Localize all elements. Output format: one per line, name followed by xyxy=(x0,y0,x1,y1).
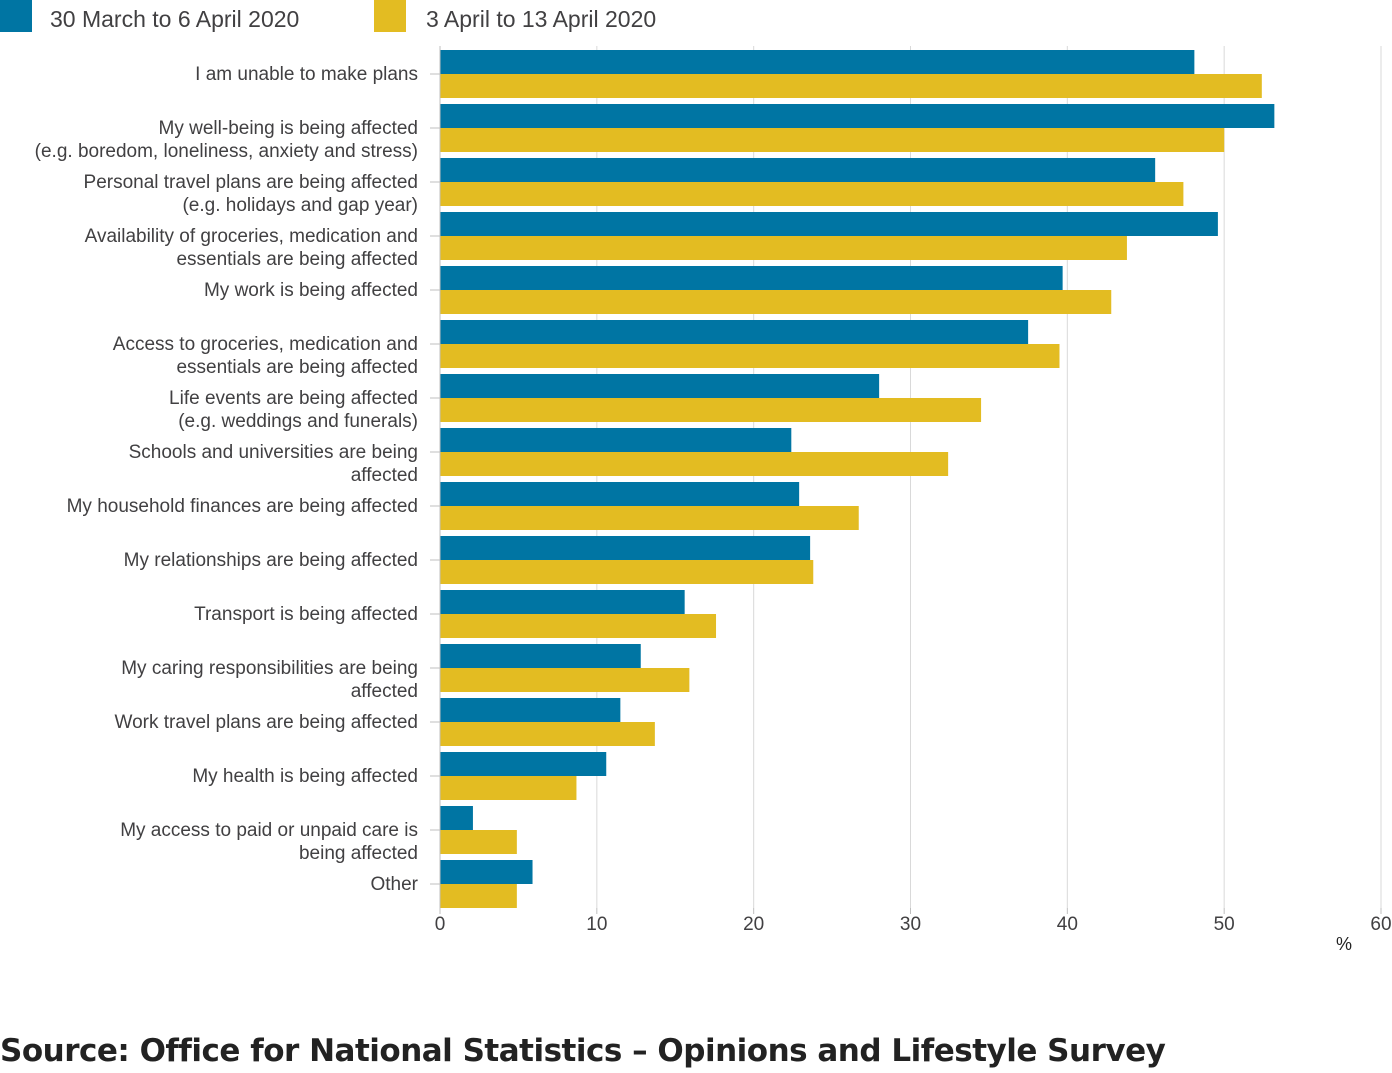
bar-series-1 xyxy=(440,104,1275,128)
y-category-label: I am unable to make plans xyxy=(195,64,418,85)
bar-series-1 xyxy=(440,590,685,614)
x-axis-label: % xyxy=(1336,934,1352,954)
x-tick-label: 30 xyxy=(900,914,921,935)
y-category-label: My health is being affected xyxy=(192,766,418,787)
source-note: Source: Office for National Statistics –… xyxy=(0,1033,1166,1069)
bar-series-2 xyxy=(440,344,1060,368)
y-category-label: My work is being affected xyxy=(204,280,418,301)
y-category-label: Life events are being affected (e.g. wedd… xyxy=(169,388,418,432)
bar-series-1 xyxy=(440,158,1156,182)
y-category-label: Access to groceries, medication and essen… xyxy=(113,334,418,378)
bar-series-2 xyxy=(440,830,517,854)
y-category-label: Other xyxy=(370,874,418,895)
y-category-label: Availability of groceries, medication an… xyxy=(85,226,418,270)
bar-series-1 xyxy=(440,266,1063,290)
bar-series-2 xyxy=(440,236,1127,260)
y-category-label: My caring responsibilities are being affe… xyxy=(121,658,418,702)
y-category-label: My access to paid or unpaid care is being… xyxy=(120,820,418,864)
bar-series-1 xyxy=(440,374,880,398)
bar-series-2 xyxy=(440,722,655,746)
y-category-label: Schools and universities are being affect… xyxy=(129,442,418,486)
bar-series-1 xyxy=(440,536,811,560)
bar-series-2 xyxy=(440,884,517,908)
bar-series-2 xyxy=(440,290,1112,314)
bar-series-2 xyxy=(440,398,982,422)
bar-series-1 xyxy=(440,644,641,668)
y-category-label: My relationships are being affected xyxy=(124,550,418,571)
bar-series-2 xyxy=(440,74,1262,98)
bar-series-1 xyxy=(440,50,1195,74)
bar-series-2 xyxy=(440,614,717,638)
y-category-label: My household finances are being affected xyxy=(67,496,418,517)
bar-series-2 xyxy=(440,128,1225,152)
bar-series-1 xyxy=(440,860,533,884)
bar-series-2 xyxy=(440,668,690,692)
x-tick-label: 20 xyxy=(743,914,764,935)
x-tick-label: 10 xyxy=(586,914,607,935)
y-category-label: Work travel plans are being affected xyxy=(115,712,418,733)
bar-series-1 xyxy=(440,320,1029,344)
x-tick-label: 40 xyxy=(1057,914,1078,935)
legend-swatch-series-1 xyxy=(0,0,32,32)
x-tick-label: 60 xyxy=(1370,914,1391,935)
bars xyxy=(440,50,1275,908)
bar-series-1 xyxy=(440,698,621,722)
x-tick-label: 0 xyxy=(435,914,446,935)
bar-series-2 xyxy=(440,182,1184,206)
legend-label-series-1: 30 March to 6 April 2020 xyxy=(50,6,300,32)
bar-series-1 xyxy=(440,482,800,506)
axes: 0 10 20 30 40 50 60% I am unable to make plans M… xyxy=(35,46,1392,954)
bar-series-1 xyxy=(440,752,607,776)
x-tick-label: 50 xyxy=(1214,914,1235,935)
bar-series-1 xyxy=(440,212,1218,236)
bar-series-2 xyxy=(440,506,859,530)
y-category-label: Transport is being affected xyxy=(194,604,418,625)
bar-series-1 xyxy=(440,428,792,452)
bar-series-2 xyxy=(440,776,577,800)
y-category-label: Personal travel plans are being affected… xyxy=(84,172,418,216)
legend-label-series-2: 3 April to 13 April 2020 xyxy=(426,6,657,32)
bar-series-2 xyxy=(440,560,814,584)
legend-swatch-series-2 xyxy=(374,0,406,32)
bar-series-1 xyxy=(440,806,473,830)
bar-series-2 xyxy=(440,452,949,476)
bar-chart: 0 10 20 30 40 50 60% I am unable to make plans M… xyxy=(35,46,1392,954)
y-category-label: My well-being is being affected (e.g. bor… xyxy=(35,118,418,162)
